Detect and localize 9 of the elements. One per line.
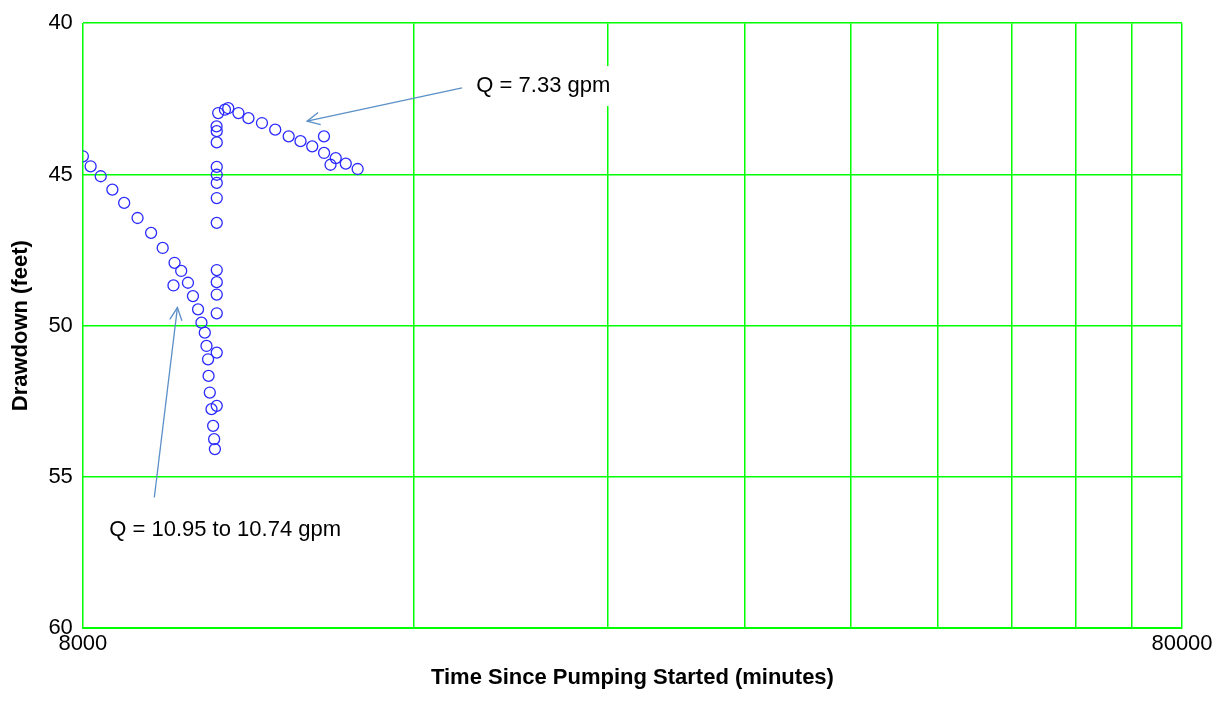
y-tick-label: 55 xyxy=(48,463,73,489)
x-tick-label: 80000 xyxy=(1151,630,1213,656)
x-axis-title: Time Since Pumping Started (minutes) xyxy=(430,663,834,689)
y-tick-label: 50 xyxy=(48,311,73,337)
annotation: Q = 10.95 to 10.74 gpm xyxy=(109,516,342,542)
y-axis-title: Drawdown (feet) xyxy=(7,240,33,412)
y-tick-label: 45 xyxy=(48,160,73,186)
annotation: Q = 7.33 gpm xyxy=(476,72,611,98)
y-tick-label: 40 xyxy=(48,9,73,35)
